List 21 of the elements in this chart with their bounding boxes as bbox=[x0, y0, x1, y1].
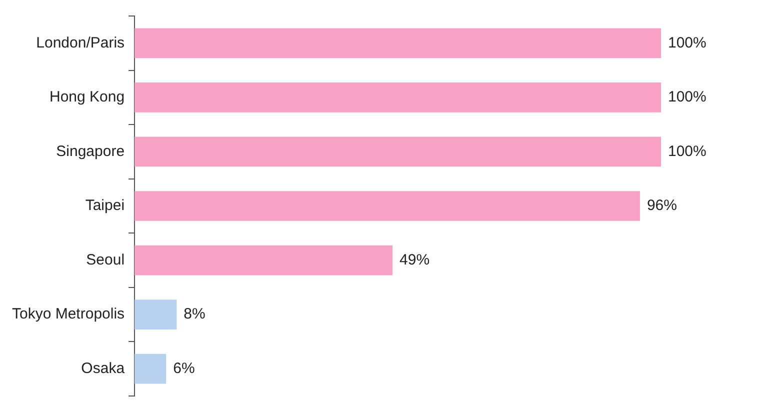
bar bbox=[134, 354, 166, 384]
data-label: 100% bbox=[668, 142, 706, 160]
data-label: 100% bbox=[668, 88, 706, 106]
y-tick-label: Taipei bbox=[85, 197, 125, 214]
bar bbox=[134, 191, 640, 221]
data-label: 100% bbox=[668, 34, 706, 52]
y-tick-label: London/Paris bbox=[36, 34, 125, 52]
data-label: 96% bbox=[646, 197, 677, 214]
bar bbox=[134, 82, 661, 112]
y-tick-label: Hong Kong bbox=[49, 88, 125, 106]
y-tick-label: Singapore bbox=[56, 142, 125, 160]
y-tick-label: Osaka bbox=[81, 360, 126, 377]
bar bbox=[134, 28, 661, 58]
data-label: 8% bbox=[184, 306, 206, 323]
y-tick-label: Seoul bbox=[86, 251, 125, 268]
bar bbox=[134, 245, 393, 276]
bar bbox=[134, 136, 661, 167]
y-tick-label: Tokyo Metropolis bbox=[12, 306, 125, 323]
data-label: 49% bbox=[400, 251, 430, 268]
bar bbox=[134, 300, 177, 330]
data-label: 6% bbox=[173, 360, 195, 377]
